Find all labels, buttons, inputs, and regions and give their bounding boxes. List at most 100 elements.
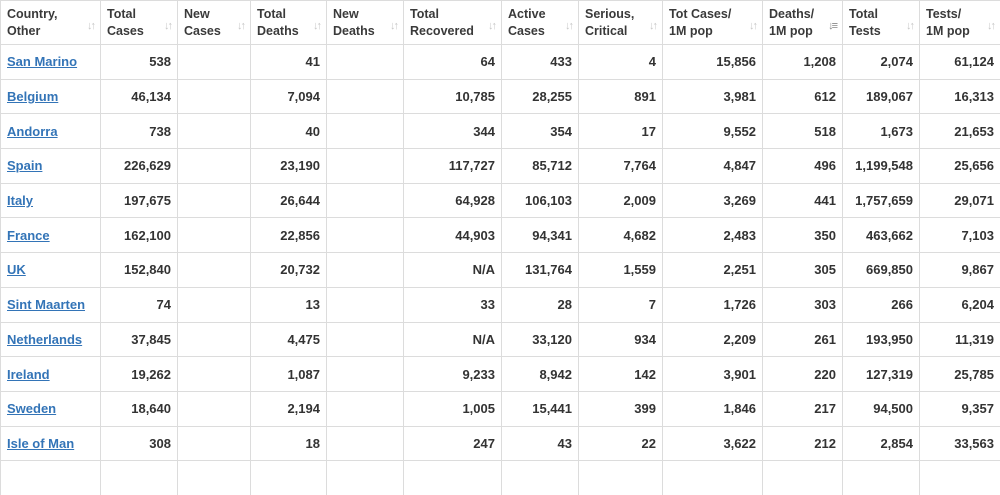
cell-total-cases: 308	[101, 426, 178, 461]
sort-icon[interactable]: ↓↑	[313, 18, 320, 35]
cell-total-cases: 538	[101, 45, 178, 80]
cell-serious-critical: 891	[579, 79, 663, 114]
cell-total-deaths: 13	[251, 287, 327, 322]
cell-empty	[920, 461, 1000, 495]
country-link[interactable]: Netherlands	[7, 332, 82, 347]
cell-tests-1m: 7,103	[920, 218, 1000, 253]
column-header-total-tests[interactable]: Total Tests↓↑	[843, 1, 920, 45]
cell-empty	[327, 461, 404, 495]
column-header-total-deaths[interactable]: Total Deaths↓↑	[251, 1, 327, 45]
country-link[interactable]: UK	[7, 262, 26, 277]
cell-empty	[502, 461, 579, 495]
cell-active-cases: 8,942	[502, 357, 579, 392]
cell-total-tests: 1,199,548	[843, 149, 920, 184]
cell-tests-1m: 6,204	[920, 287, 1000, 322]
cell-empty	[579, 461, 663, 495]
cell-tot-cases-1m: 3,981	[663, 79, 763, 114]
cell-new-deaths	[327, 426, 404, 461]
cell-deaths-1m: 303	[763, 287, 843, 322]
cell-active-cases: 43	[502, 426, 579, 461]
cell-country: France	[1, 218, 101, 253]
sort-icon[interactable]: ↓↑	[87, 18, 94, 35]
sort-icon[interactable]: ↓↑	[649, 18, 656, 35]
cell-deaths-1m: 305	[763, 253, 843, 288]
column-header-label: Total Recovered	[410, 6, 495, 40]
cell-tot-cases-1m: 1,726	[663, 287, 763, 322]
cell-active-cases: 33,120	[502, 322, 579, 357]
sort-icon[interactable]: ↓↑	[164, 18, 171, 35]
column-header-label: Country, Other	[7, 6, 94, 40]
column-header-label: New Deaths	[333, 6, 397, 40]
cell-tot-cases-1m: 3,901	[663, 357, 763, 392]
cell-new-cases	[178, 357, 251, 392]
column-header-serious-critical[interactable]: Serious, Critical↓↑	[579, 1, 663, 45]
cell-new-deaths	[327, 218, 404, 253]
cell-tests-1m: 21,653	[920, 114, 1000, 149]
cell-total-recovered: 44,903	[404, 218, 502, 253]
sort-icon[interactable]: ↓↑	[390, 18, 397, 35]
cell-total-deaths: 4,475	[251, 322, 327, 357]
sort-icon[interactable]: ↓↑	[237, 18, 244, 35]
column-header-new-cases[interactable]: New Cases↓↑	[178, 1, 251, 45]
cell-serious-critical: 7,764	[579, 149, 663, 184]
table-row-partial	[1, 461, 1000, 495]
cell-new-deaths	[327, 357, 404, 392]
cell-tests-1m: 11,319	[920, 322, 1000, 357]
country-link[interactable]: France	[7, 228, 50, 243]
column-header-label: Total Tests	[849, 6, 913, 40]
column-header-tot-cases-1m[interactable]: Tot Cases/ 1M pop↓↑	[663, 1, 763, 45]
country-link[interactable]: San Marino	[7, 54, 77, 69]
cell-total-cases: 46,134	[101, 79, 178, 114]
cell-tests-1m: 25,656	[920, 149, 1000, 184]
country-link[interactable]: Italy	[7, 193, 33, 208]
cell-active-cases: 28	[502, 287, 579, 322]
sort-icon[interactable]: ↓↑	[488, 18, 495, 35]
cell-total-tests: 266	[843, 287, 920, 322]
column-header-total-recovered[interactable]: Total Recovered↓↑	[404, 1, 502, 45]
country-link[interactable]: Isle of Man	[7, 436, 74, 451]
cell-new-cases	[178, 79, 251, 114]
cell-total-tests: 2,074	[843, 45, 920, 80]
cell-total-deaths: 20,732	[251, 253, 327, 288]
column-header-label: Active Cases	[508, 6, 572, 40]
cell-empty	[178, 461, 251, 495]
country-link[interactable]: Spain	[7, 158, 42, 173]
sort-icon[interactable]: ↓↑	[906, 18, 913, 35]
cell-country: Spain	[1, 149, 101, 184]
cell-total-tests: 1,757,659	[843, 183, 920, 218]
cell-tot-cases-1m: 2,251	[663, 253, 763, 288]
country-link[interactable]: Andorra	[7, 124, 58, 139]
cell-total-cases: 19,262	[101, 357, 178, 392]
cell-new-deaths	[327, 287, 404, 322]
sort-icon[interactable]: ↓↑	[565, 18, 572, 35]
column-header-label: Deaths/ 1M pop	[769, 6, 836, 40]
column-header-deaths-1m[interactable]: Deaths/ 1M pop↓≡	[763, 1, 843, 45]
country-link[interactable]: Sint Maarten	[7, 297, 85, 312]
cell-deaths-1m: 612	[763, 79, 843, 114]
sort-icon[interactable]: ↓↑	[987, 18, 994, 35]
column-header-total-cases[interactable]: Total Cases↓↑	[101, 1, 178, 45]
column-header-active-cases[interactable]: Active Cases↓↑	[502, 1, 579, 45]
cell-empty	[251, 461, 327, 495]
cell-deaths-1m: 217	[763, 391, 843, 426]
column-header-country[interactable]: Country, Other↓↑	[1, 1, 101, 45]
column-header-new-deaths[interactable]: New Deaths↓↑	[327, 1, 404, 45]
cell-total-cases: 226,629	[101, 149, 178, 184]
cell-new-cases	[178, 183, 251, 218]
cell-serious-critical: 4	[579, 45, 663, 80]
sort-active-icon[interactable]: ↓≡	[828, 18, 836, 35]
cell-serious-critical: 17	[579, 114, 663, 149]
cell-new-deaths	[327, 391, 404, 426]
sort-icon[interactable]: ↓↑	[749, 18, 756, 35]
country-link[interactable]: Sweden	[7, 401, 56, 416]
country-link[interactable]: Belgium	[7, 89, 58, 104]
country-link[interactable]: Ireland	[7, 367, 50, 382]
cell-active-cases: 106,103	[502, 183, 579, 218]
cell-new-deaths	[327, 149, 404, 184]
column-header-label: Total Deaths	[257, 6, 320, 40]
column-header-tests-1m[interactable]: Tests/ 1M pop↓↑	[920, 1, 1000, 45]
